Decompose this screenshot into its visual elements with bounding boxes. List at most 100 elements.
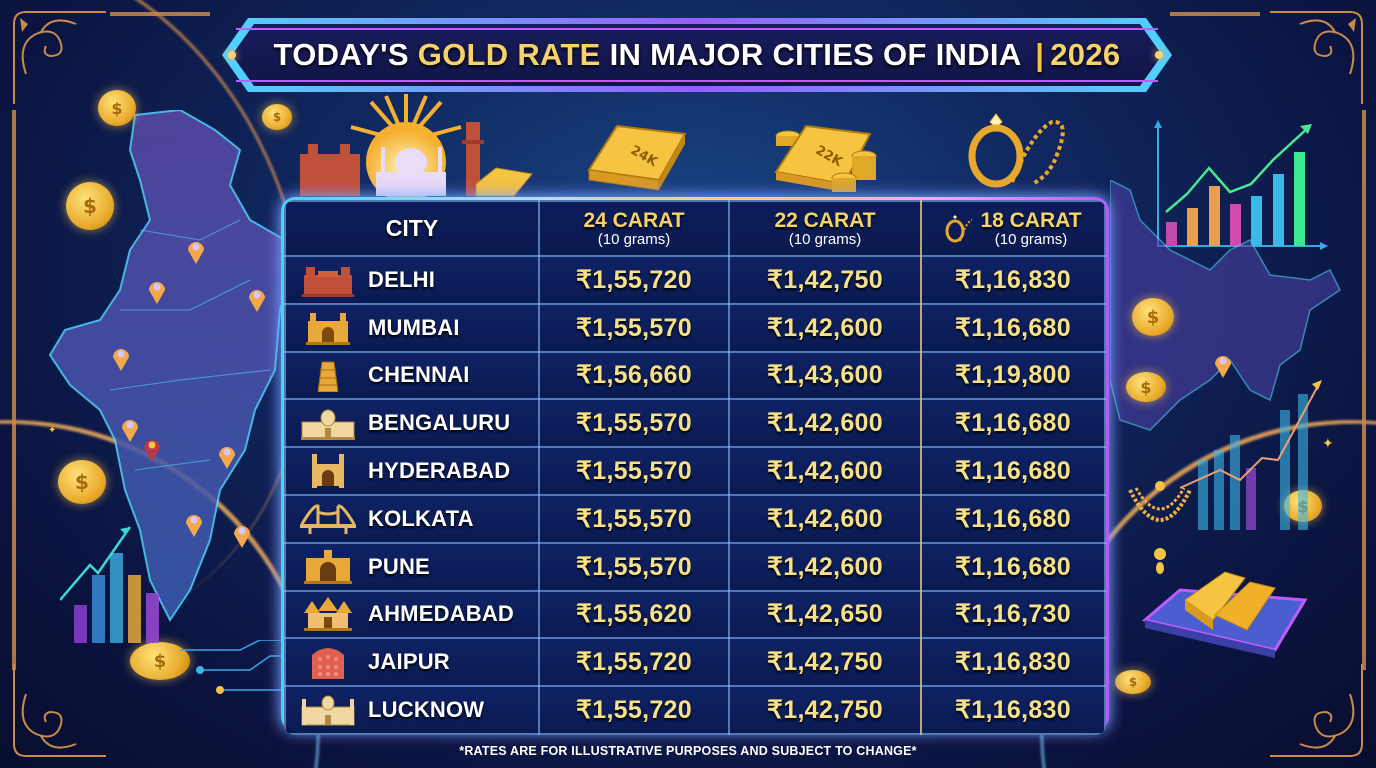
gateway-of-india-icon xyxy=(300,311,356,345)
table-row-hyderabad: HYDERABAD ₹1,55,570 ₹1,42,600 ₹1,16,680 xyxy=(284,446,1106,496)
corner-ornament-top-left-icon xyxy=(13,11,106,104)
title-separator: | xyxy=(1035,37,1045,72)
price-18-carat: ₹1,16,830 xyxy=(920,255,1106,305)
price-24-carat: ₹1,55,570 xyxy=(538,446,730,496)
city-name: MUMBAI xyxy=(368,314,460,340)
price-22-carat-value: ₹1,43,600 xyxy=(767,361,883,390)
gold-coin-icon: $ xyxy=(1126,372,1166,402)
price-18-carat-value: ₹1,16,830 xyxy=(955,696,1071,725)
title-year: 2026 xyxy=(1050,37,1121,72)
price-22-carat-value: ₹1,42,600 xyxy=(767,457,883,486)
city-cell: KOLKATA xyxy=(284,493,540,544)
price-24-carat-value: ₹1,55,720 xyxy=(576,696,692,725)
city-name: KOLKATA xyxy=(368,505,474,531)
city-name: CHENNAI xyxy=(368,362,470,388)
header-22-carat: 22 CARAT (10 grams) xyxy=(728,200,922,257)
gold-bars-platform-icon xyxy=(1141,571,1308,658)
price-22-carat: ₹1,42,750 xyxy=(728,685,922,735)
price-22-carat: ₹1,42,600 xyxy=(728,302,922,353)
header-24-carat: 24 CARAT (10 grams) xyxy=(538,200,730,257)
ring-chain-small-icon xyxy=(945,214,973,242)
india-landmarks-sunrise-icon xyxy=(300,94,533,198)
city-name: JAIPUR xyxy=(368,649,450,675)
price-24-carat: ₹1,55,570 xyxy=(538,302,730,353)
price-18-carat-value: ₹1,16,680 xyxy=(955,552,1071,581)
city-cell: MUMBAI xyxy=(284,302,540,353)
city-cell: DELHI xyxy=(284,255,540,305)
frame-line-top-right xyxy=(1170,12,1260,16)
price-18-carat-value: ₹1,16,680 xyxy=(955,409,1071,438)
price-22-carat-value: ₹1,42,600 xyxy=(767,552,883,581)
header-24-carat-title: 24 CARAT xyxy=(583,208,685,232)
price-18-carat-value: ₹1,16,830 xyxy=(955,648,1071,677)
header-22-carat-title: 22 CARAT xyxy=(774,208,876,232)
location-pin-red-icon xyxy=(144,440,160,462)
price-24-carat: ₹1,55,620 xyxy=(538,589,730,640)
price-22-carat-value: ₹1,42,600 xyxy=(767,409,883,438)
city-name: DELHI xyxy=(368,266,435,292)
header-22-carat-sub: (10 grams) xyxy=(788,230,862,248)
price-18-carat: ₹1,16,680 xyxy=(920,493,1106,544)
location-pin-icon xyxy=(1215,356,1231,378)
city-cell: BENGALURU xyxy=(284,398,540,449)
price-22-carat: ₹1,42,600 xyxy=(728,446,922,496)
price-22-carat-value: ₹1,42,750 xyxy=(767,696,883,725)
frame-line-right xyxy=(1362,110,1366,670)
price-18-carat: ₹1,16,830 xyxy=(920,637,1106,688)
sparkle-icon: ✦ xyxy=(48,425,57,436)
bara-imambara-icon xyxy=(300,693,356,727)
temple-gopuram-icon xyxy=(300,358,356,393)
location-pin-icon xyxy=(149,282,165,304)
city-name: BENGALURU xyxy=(368,410,511,436)
header-city: CITY xyxy=(284,200,540,257)
title-highlight: GOLD RATE xyxy=(417,37,601,72)
location-pin-icon xyxy=(219,447,235,469)
location-pin-icon xyxy=(188,242,204,264)
price-18-carat-value: ₹1,19,800 xyxy=(955,361,1071,390)
price-22-carat: ₹1,42,750 xyxy=(728,637,922,688)
table-row-ahmedabad: AHMEDABAD ₹1,55,620 ₹1,42,650 ₹1,16,730 xyxy=(284,589,1106,640)
price-22-carat: ₹1,42,600 xyxy=(728,541,922,592)
price-24-carat: ₹1,55,570 xyxy=(538,398,730,449)
growth-bar-chart-left-icon xyxy=(60,526,159,643)
city-name: HYDERABAD xyxy=(368,458,511,484)
growth-chart-right-lower-icon xyxy=(1180,380,1322,530)
gold-coin-icon: $ xyxy=(98,90,136,126)
temple-roof-icon xyxy=(300,597,356,632)
gold-coin-icon: $ xyxy=(262,104,292,130)
city-cell: PUNE xyxy=(284,541,540,592)
gold-necklace-icon xyxy=(1128,481,1192,574)
header-18-carat: 18 CARAT (10 grams) xyxy=(920,200,1106,257)
charminar-icon xyxy=(300,454,356,489)
location-pin-icon xyxy=(249,290,265,312)
price-22-carat-value: ₹1,42,750 xyxy=(767,265,883,294)
price-22-carat: ₹1,42,600 xyxy=(728,398,922,449)
price-18-carat: ₹1,16,680 xyxy=(920,446,1106,496)
price-18-carat-value: ₹1,16,830 xyxy=(955,265,1071,294)
table-row-kolkata: KOLKATA ₹1,55,570 ₹1,42,600 ₹1,16,680 xyxy=(284,493,1106,544)
circuit-lines-icon xyxy=(180,640,290,694)
location-pin-icon xyxy=(122,420,138,442)
price-24-carat: ₹1,55,720 xyxy=(538,637,730,688)
gold-coin-icon: $ xyxy=(58,460,106,504)
sparkle-icon: ✦ xyxy=(1322,436,1334,452)
table-row-mumbai: MUMBAI ₹1,55,570 ₹1,42,600 ₹1,16,680 xyxy=(284,302,1106,353)
gold-bar-24k-icon: 24K xyxy=(587,124,687,191)
table-header-row: CITY 24 CARAT (10 grams) 22 CARAT (10 gr… xyxy=(284,200,1106,257)
red-fort-icon xyxy=(300,263,356,297)
price-24-carat: ₹1,55,720 xyxy=(538,685,730,735)
city-cell: LUCKNOW xyxy=(284,685,540,735)
price-18-carat: ₹1,16,680 xyxy=(920,541,1106,592)
gold-coin-icon: $ xyxy=(130,642,190,680)
page-title: TODAY'S GOLD RATE IN MAJOR CITIES OF IND… xyxy=(274,37,1121,73)
vidhana-soudha-icon xyxy=(300,406,356,441)
city-name: PUNE xyxy=(368,553,430,579)
title-part2: IN MAJOR CITIES OF INDIA xyxy=(600,37,1030,72)
india-map-right-icon xyxy=(1110,180,1341,431)
gold-coin-icon: $ xyxy=(1115,670,1151,694)
location-pin-icon xyxy=(186,515,202,537)
header-24-carat-sub: (10 grams) xyxy=(597,230,671,248)
howrah-bridge-icon xyxy=(300,502,356,536)
price-18-carat-value: ₹1,16,680 xyxy=(955,457,1071,486)
corner-ornament-top-right-icon xyxy=(1270,11,1363,104)
